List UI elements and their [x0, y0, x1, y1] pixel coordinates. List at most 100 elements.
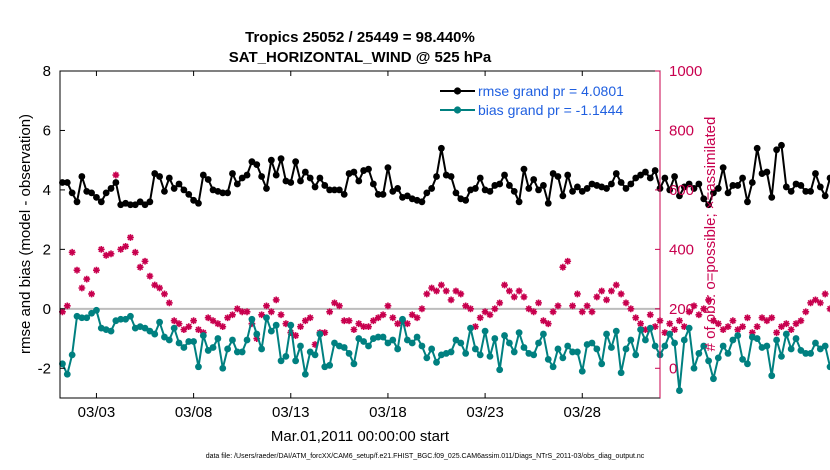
obs-count-point	[608, 287, 615, 295]
rmse-point	[146, 198, 154, 206]
bias-point	[540, 330, 547, 338]
bias-point	[287, 321, 295, 329]
rmse-point	[816, 183, 824, 191]
obs-count-point	[287, 329, 295, 336]
bias-point	[802, 350, 810, 357]
bias-point	[821, 342, 829, 350]
bias-point	[588, 339, 596, 347]
bias-point	[214, 335, 222, 342]
bias-point	[530, 351, 538, 359]
rmse-point	[821, 192, 829, 200]
obs-count-point	[112, 171, 120, 179]
rmse-point	[433, 173, 440, 180]
bias-point	[505, 339, 513, 347]
bias-point	[782, 330, 790, 338]
rmse-point	[510, 187, 518, 195]
bias-point	[180, 344, 188, 351]
legend-rmse-marker	[453, 87, 462, 95]
rmse-point	[88, 189, 95, 197]
rmse-point	[170, 185, 178, 192]
obs-count-point	[428, 284, 436, 292]
obs-count-point	[365, 323, 372, 331]
bias-point	[306, 348, 314, 356]
bias-point	[78, 314, 86, 322]
obs-count-point	[151, 281, 159, 289]
bias-point	[399, 315, 406, 323]
rmse-point	[535, 186, 542, 194]
obs-count-point	[603, 296, 610, 304]
bias-point	[685, 324, 693, 332]
obs-count-point	[671, 326, 678, 334]
bias-point	[161, 333, 168, 341]
rmse-point	[462, 196, 470, 204]
bias-point	[447, 348, 455, 356]
bias-point	[93, 306, 100, 314]
obs-count-point	[156, 284, 163, 292]
rmse-point	[583, 185, 591, 192]
rmse-point	[355, 177, 363, 185]
obs-count-point	[360, 323, 368, 331]
obs-count-point	[525, 305, 533, 313]
obs-count-point	[700, 305, 708, 313]
rmse-point	[141, 201, 149, 209]
rmse-point	[316, 174, 324, 182]
rmse-point	[369, 180, 377, 188]
obs-count-point	[369, 317, 377, 325]
bias-point	[248, 315, 256, 323]
rmse-point	[297, 177, 304, 185]
obs-count-point	[379, 311, 387, 319]
bias-point	[423, 354, 431, 362]
rmse-point	[719, 164, 727, 172]
obs-count-point	[165, 299, 173, 307]
obs-count-point	[564, 257, 572, 265]
rmse-point	[238, 174, 246, 182]
plot-background	[60, 71, 660, 398]
chart-title: Tropics 25052 / 25449 = 98.440%	[245, 29, 475, 46]
obs-count-point	[510, 293, 518, 301]
rmse-point	[768, 193, 776, 201]
rmse-point	[544, 199, 552, 207]
obs-count-point	[175, 320, 183, 328]
obs-count-point	[394, 320, 402, 328]
bias-point	[59, 360, 66, 368]
rmse-point	[243, 171, 251, 179]
obs-count-point	[442, 287, 450, 295]
obs-count-point	[807, 299, 815, 307]
obs-count-point	[102, 251, 110, 259]
rmse-point	[505, 182, 513, 189]
y-tick-label: 6	[43, 122, 51, 139]
obs-count-point	[578, 308, 586, 316]
obs-count-point	[627, 305, 635, 313]
bias-point	[452, 336, 460, 344]
rmse-point	[428, 185, 436, 192]
bias-point	[549, 363, 557, 371]
rmse-point	[637, 171, 644, 179]
rmse-point	[253, 161, 261, 169]
obs-count-point	[695, 311, 703, 319]
obs-count-point	[666, 320, 674, 328]
legend: rmse grand pr = 4.0801 bias grand pr = -…	[432, 77, 654, 123]
obs-count-point	[59, 308, 66, 316]
rmse-point	[530, 176, 538, 183]
x-axis: 03/03 03/08 03/13 03/18 03/23 03/28	[78, 71, 601, 421]
bias-point	[603, 330, 610, 338]
bias-point	[598, 360, 606, 368]
obs-count-point	[141, 257, 149, 265]
bias-point	[734, 332, 742, 339]
obs-count-point	[593, 293, 601, 301]
obs-count-point	[812, 296, 819, 304]
rmse-point	[559, 192, 567, 200]
rmse-point	[622, 185, 630, 192]
plot-area: 03/03 03/08 03/13 03/18 03/23 03/28 -2 0 2 4 6 8 0…	[38, 63, 830, 421]
rmse-point	[350, 168, 358, 176]
rmse-point	[185, 190, 193, 198]
bias-point	[690, 364, 698, 372]
rmse-point	[554, 173, 562, 180]
obs-count-point	[476, 314, 484, 322]
bias-point	[515, 329, 523, 336]
bias-point	[170, 324, 178, 332]
bias-point	[233, 348, 241, 356]
rmse-point	[331, 186, 338, 194]
rmse-point	[277, 155, 285, 163]
bias-point	[612, 327, 620, 335]
